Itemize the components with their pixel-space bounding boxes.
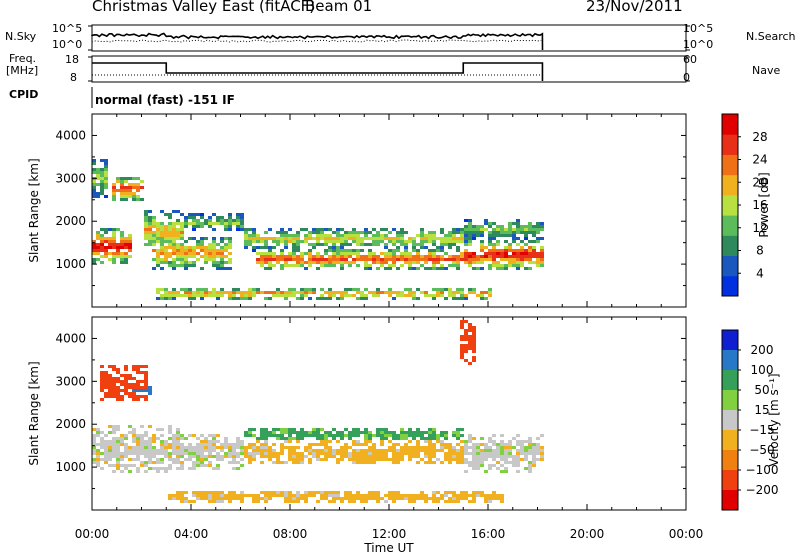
nsky-label: N.Sky <box>5 30 37 43</box>
nave-label: Nave <box>752 64 781 77</box>
power-colorbar-tick: 28 <box>752 130 767 144</box>
colorbars <box>721 113 741 511</box>
freq-tick-bottom: 8 <box>70 71 77 84</box>
y-tick-label: 4000 <box>55 331 86 345</box>
velocity-colorbar-tick: −100 <box>746 463 779 477</box>
heatmap-panels <box>91 113 687 511</box>
power-colorbar-tick: 20 <box>752 175 767 189</box>
y-tick-label: 3000 <box>55 374 86 388</box>
date-label: 23/Nov/2011 <box>586 0 683 15</box>
y-axis-label: Slant Range [km] <box>27 361 41 465</box>
power-colorbar <box>721 113 741 297</box>
freq-strip-frame <box>91 55 687 83</box>
x-tick-label: 20:00 <box>570 527 605 541</box>
velocity-colorbar-tick: 15 <box>754 403 769 417</box>
power-colorbar-tick: 12 <box>752 221 767 235</box>
velocity-colorbar-tick: −200 <box>746 483 779 497</box>
power-colorbar-label: Power [dB] <box>757 172 771 237</box>
nsearch-tick-top: 10^5 <box>683 22 714 35</box>
x-tick-label: 00:00 <box>75 527 110 541</box>
x-tick-label: 04:00 <box>174 527 209 541</box>
x-tick-label: 08:00 <box>273 527 308 541</box>
velocity-colorbar-tick: 50 <box>754 383 769 397</box>
velocity-colorbar-tick: 100 <box>751 363 774 377</box>
y-tick-label: 4000 <box>55 128 86 142</box>
nsky-tick-top: 10^5 <box>52 22 83 35</box>
y-tick-label: 1000 <box>55 257 86 271</box>
velocity-colorbar-tick: −15 <box>749 423 774 437</box>
velocity-panel <box>91 316 687 511</box>
parameter-strips <box>88 24 690 108</box>
x-axis-label: Time UT <box>363 541 414 554</box>
y-tick-label: 1000 <box>55 460 86 474</box>
power-colorbar-tick: 24 <box>752 153 767 167</box>
y-tick-label: 2000 <box>55 417 86 431</box>
nsearch-trace <box>91 39 542 43</box>
x-tick-label: 16:00 <box>471 527 506 541</box>
mode-label: normal (fast) -151 IF <box>95 93 235 107</box>
power-colorbar-tick: 4 <box>756 266 764 280</box>
velocity-colorbar-tick: −50 <box>749 443 774 457</box>
nave-tick-bottom: 0 <box>683 71 690 84</box>
nsky-tick-bottom: 10^0 <box>52 38 83 51</box>
y-tick-label: 3000 <box>55 171 86 185</box>
nsky-strip-frame <box>91 24 687 52</box>
velocity-colorbar-label: Velocity [m s⁻¹] <box>767 373 781 466</box>
velocity-colorbar <box>721 329 741 511</box>
freq-tick-top: 18 <box>65 53 79 66</box>
nsearch-tick-bottom: 10^0 <box>683 38 714 51</box>
beam-label: Beam 01 <box>305 0 373 15</box>
freq-label-2: [MHz] <box>6 64 39 77</box>
cpid-label: CPID <box>9 88 39 101</box>
velocity-colorbar-tick: 200 <box>751 343 774 357</box>
y-axis-label: Slant Range [km] <box>27 158 41 262</box>
freq-trace <box>92 62 544 81</box>
nsearch-label: N.Search <box>746 30 796 43</box>
power-colorbar-tick: 16 <box>752 198 767 212</box>
power-panel <box>91 113 687 308</box>
nsky-trace <box>91 32 544 51</box>
power-colorbar-tick: 8 <box>756 244 764 258</box>
x-tick-label: 12:00 <box>372 527 407 541</box>
nave-tick-top: 60 <box>683 53 697 66</box>
freq-label-1: Freq. <box>9 52 37 65</box>
x-tick-label: 00:00 <box>669 527 704 541</box>
y-tick-label: 2000 <box>55 214 86 228</box>
station-title: Christmas Valley East (fitACF) <box>92 0 316 15</box>
